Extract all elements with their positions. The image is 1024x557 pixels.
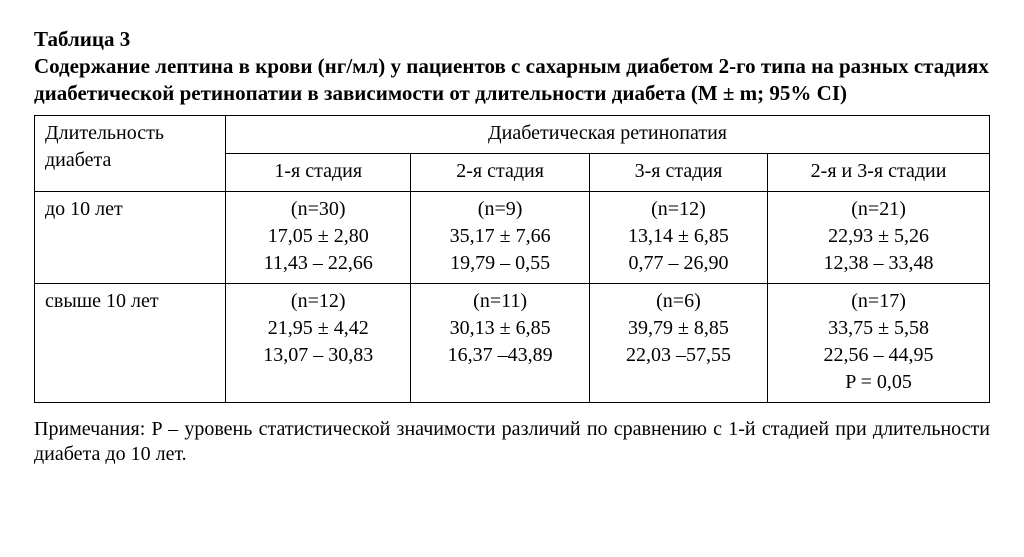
- col-header-1: 1-я стадия: [226, 153, 411, 191]
- row-label: свыше 10 лет: [35, 283, 226, 402]
- cell-msd: 13,14 ± 6,85: [600, 223, 757, 250]
- table-footnote: Примечания: P – уровень статистической з…: [34, 417, 990, 468]
- column-group-header: Диабетическая ретинопатия: [226, 115, 990, 153]
- data-cell: (n=21) 22,93 ± 5,26 12,38 – 33,48: [768, 191, 990, 283]
- cell-p: P = 0,05: [778, 369, 979, 396]
- cell-n: (n=12): [236, 288, 400, 315]
- row-label: до 10 лет: [35, 191, 226, 283]
- cell-n: (n=17): [778, 288, 979, 315]
- cell-n: (n=6): [600, 288, 757, 315]
- cell-msd: 33,75 ± 5,58: [778, 315, 979, 342]
- page: Таблица 3 Содержание лептина в крови (нг…: [0, 0, 1024, 488]
- col-header-3: 3-я стадия: [589, 153, 767, 191]
- cell-n: (n=9): [421, 196, 578, 223]
- table-caption: Таблица 3 Содержание лептина в крови (нг…: [34, 26, 990, 107]
- cell-msd: 30,13 ± 6,85: [421, 315, 578, 342]
- cell-ci: 22,56 – 44,95: [778, 342, 979, 369]
- cell-n: (n=11): [421, 288, 578, 315]
- cell-msd: 22,93 ± 5,26: [778, 223, 979, 250]
- data-cell: (n=12) 21,95 ± 4,42 13,07 – 30,83: [226, 283, 411, 402]
- cell-ci: 19,79 – 0,55: [421, 250, 578, 277]
- cell-msd: 17,05 ± 2,80: [236, 223, 400, 250]
- cell-ci: 12,38 – 33,48: [778, 250, 979, 277]
- table-row: до 10 лет (n=30) 17,05 ± 2,80 11,43 – 22…: [35, 191, 990, 283]
- cell-msd: 21,95 ± 4,42: [236, 315, 400, 342]
- table-title: Содержание лептина в крови (нг/мл) у пац…: [34, 53, 990, 107]
- cell-msd: 35,17 ± 7,66: [421, 223, 578, 250]
- data-cell: (n=12) 13,14 ± 6,85 0,77 – 26,90: [589, 191, 767, 283]
- cell-ci: 22,03 –57,55: [600, 342, 757, 369]
- table-row: свыше 10 лет (n=12) 21,95 ± 4,42 13,07 –…: [35, 283, 990, 402]
- cell-ci: 13,07 – 30,83: [236, 342, 400, 369]
- data-cell: (n=17) 33,75 ± 5,58 22,56 – 44,95 P = 0,…: [768, 283, 990, 402]
- data-table: Длительность диабета Диабетическая ретин…: [34, 115, 990, 403]
- data-cell: (n=6) 39,79 ± 8,85 22,03 –57,55: [589, 283, 767, 402]
- row-header-label: Длительность диабета: [35, 115, 226, 191]
- cell-ci: 0,77 – 26,90: [600, 250, 757, 277]
- cell-n: (n=21): [778, 196, 979, 223]
- data-cell: (n=9) 35,17 ± 7,66 19,79 – 0,55: [411, 191, 589, 283]
- col-header-2: 2-я стадия: [411, 153, 589, 191]
- cell-n: (n=12): [600, 196, 757, 223]
- table-header-row: Длительность диабета Диабетическая ретин…: [35, 115, 990, 153]
- data-cell: (n=30) 17,05 ± 2,80 11,43 – 22,66: [226, 191, 411, 283]
- table-number: Таблица 3: [34, 26, 990, 53]
- cell-ci: 11,43 – 22,66: [236, 250, 400, 277]
- cell-ci: 16,37 –43,89: [421, 342, 578, 369]
- data-cell: (n=11) 30,13 ± 6,85 16,37 –43,89: [411, 283, 589, 402]
- col-header-4: 2-я и 3-я стадии: [768, 153, 990, 191]
- cell-msd: 39,79 ± 8,85: [600, 315, 757, 342]
- cell-n: (n=30): [236, 196, 400, 223]
